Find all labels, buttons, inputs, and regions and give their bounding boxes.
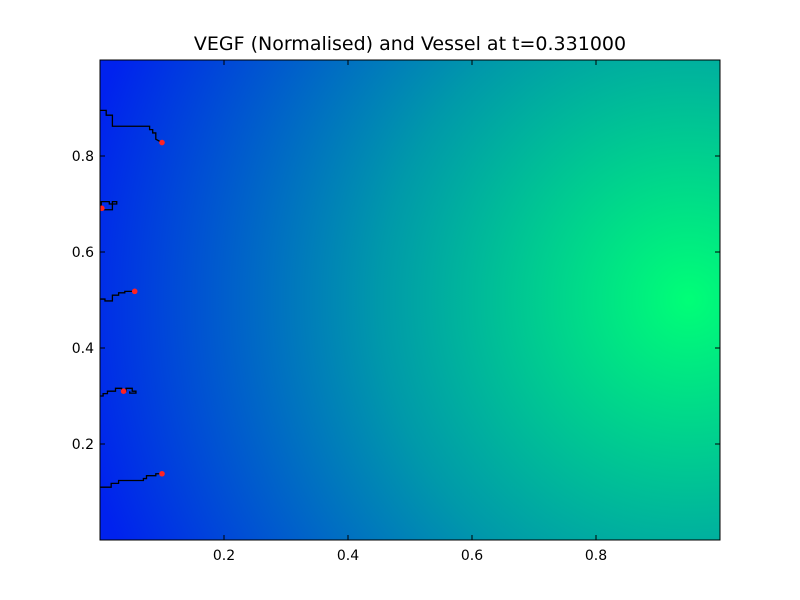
vessel-tip-3 (131, 288, 138, 295)
x-axis: 0.2 0.4 0.6 0.8 (213, 60, 607, 564)
vessel-path-1 (100, 109, 163, 144)
x-tick-label: 0.8 (585, 548, 607, 564)
vessel-tip-2 (100, 205, 105, 212)
vessel-tip-4 (120, 388, 127, 395)
x-tick-label: 0.6 (461, 548, 483, 564)
vegf-heatmap (100, 60, 720, 540)
y-tick-label: 0.4 (72, 341, 94, 357)
vessel-tip-5 (159, 470, 165, 477)
y-tick-label: 0.6 (72, 245, 94, 261)
vessel-path-3 (100, 290, 135, 302)
y-tick-label: 0.2 (72, 437, 94, 453)
plot-frame (99, 59, 721, 541)
vessel-layer (100, 109, 165, 488)
chart-title: VEGF (Normalised) and Vessel at t=0.3310… (194, 33, 626, 55)
x-tick-label: 0.2 (213, 548, 235, 564)
vessel-path-5 (100, 473, 162, 488)
x-tick-label: 0.4 (337, 548, 359, 564)
vessel-tip-1 (159, 139, 165, 146)
y-axis: 0.2 0.4 0.6 0.8 (72, 149, 720, 453)
y-tick-label: 0.8 (72, 149, 94, 165)
